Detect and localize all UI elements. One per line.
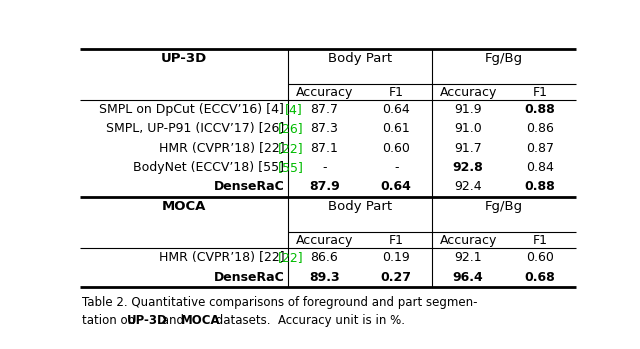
Text: DenseRaC: DenseRaC [214, 180, 284, 193]
Text: 91.9: 91.9 [454, 103, 482, 116]
Text: 87.1: 87.1 [310, 142, 338, 155]
Text: 86.6: 86.6 [310, 251, 338, 264]
Text: Accuracy: Accuracy [296, 234, 353, 247]
Text: [4]: [4] [285, 103, 302, 116]
Text: 0.84: 0.84 [526, 161, 554, 174]
Text: HMR (CVPR’18) [22]: HMR (CVPR’18) [22] [159, 142, 284, 155]
Text: 0.60: 0.60 [526, 251, 554, 264]
Text: F1: F1 [532, 234, 548, 247]
Text: MOCA: MOCA [162, 200, 206, 213]
Text: Accuracy: Accuracy [296, 86, 353, 99]
Text: 91.7: 91.7 [454, 142, 482, 155]
Text: tation on: tation on [83, 313, 140, 327]
Text: SMPL on DpCut (ECCV’16) [4]: SMPL on DpCut (ECCV’16) [4] [99, 103, 284, 116]
Text: 87.7: 87.7 [310, 103, 339, 116]
Text: 89.3: 89.3 [309, 270, 340, 283]
Text: datasets.  Accuracy unit is in %.: datasets. Accuracy unit is in %. [212, 313, 405, 327]
Text: BodyNet (ECCV’18) [55]: BodyNet (ECCV’18) [55] [133, 161, 284, 174]
Text: [55]: [55] [277, 161, 303, 174]
Text: 0.19: 0.19 [382, 251, 410, 264]
Text: MOCA: MOCA [181, 313, 221, 327]
Text: 91.0: 91.0 [454, 122, 482, 135]
Text: Fg/Bg: Fg/Bg [485, 52, 523, 65]
Text: F1: F1 [388, 234, 404, 247]
Text: 0.86: 0.86 [526, 122, 554, 135]
Text: [22]: [22] [278, 251, 303, 264]
Text: 0.64: 0.64 [381, 180, 412, 193]
Text: Fg/Bg: Fg/Bg [485, 200, 523, 213]
Text: and: and [158, 313, 188, 327]
Text: [22]: [22] [278, 142, 303, 155]
Text: 0.27: 0.27 [381, 270, 412, 283]
Text: 0.64: 0.64 [382, 103, 410, 116]
Text: F1: F1 [532, 86, 548, 99]
Text: UP-3D: UP-3D [127, 313, 167, 327]
Text: Body Part: Body Part [328, 52, 392, 65]
Text: 87.9: 87.9 [309, 180, 340, 193]
Text: Body Part: Body Part [328, 200, 392, 213]
Text: 0.68: 0.68 [525, 270, 556, 283]
Text: 96.4: 96.4 [452, 270, 483, 283]
Text: SMPL, UP-P91 (ICCV’17) [26]: SMPL, UP-P91 (ICCV’17) [26] [106, 122, 284, 135]
Text: 0.60: 0.60 [382, 142, 410, 155]
Text: F1: F1 [388, 86, 404, 99]
Text: 0.88: 0.88 [525, 103, 556, 116]
Text: 92.1: 92.1 [454, 251, 482, 264]
Text: 92.4: 92.4 [454, 180, 482, 193]
Text: 92.8: 92.8 [452, 161, 483, 174]
Text: Accuracy: Accuracy [440, 86, 497, 99]
Text: DenseRaC: DenseRaC [214, 270, 284, 283]
Text: HMR (CVPR’18) [22]: HMR (CVPR’18) [22] [159, 251, 284, 264]
Text: -: - [322, 161, 326, 174]
Text: UP-3D: UP-3D [161, 52, 207, 65]
Text: 0.87: 0.87 [526, 142, 554, 155]
Text: Accuracy: Accuracy [440, 234, 497, 247]
Text: 0.88: 0.88 [525, 180, 556, 193]
Text: 87.3: 87.3 [310, 122, 338, 135]
Text: 0.61: 0.61 [382, 122, 410, 135]
Text: [26]: [26] [278, 122, 303, 135]
Text: -: - [394, 161, 399, 174]
Text: Table 2. Quantitative comparisons of foreground and part segmen-: Table 2. Quantitative comparisons of for… [83, 296, 478, 309]
